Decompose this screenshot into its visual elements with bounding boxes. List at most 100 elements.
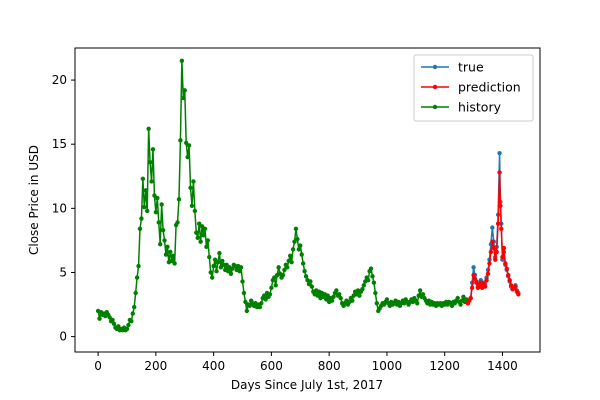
data-point xyxy=(374,301,380,306)
data-point xyxy=(506,272,511,278)
data-point xyxy=(207,254,212,260)
data-point xyxy=(126,322,131,328)
data-point xyxy=(420,292,426,297)
data-point xyxy=(199,224,205,229)
data-point xyxy=(215,260,221,265)
data-point xyxy=(368,266,374,271)
data-point xyxy=(140,176,146,182)
data-point xyxy=(218,265,224,270)
data-point xyxy=(267,292,273,297)
x-axis-label: Days Since July 1st, 2017 xyxy=(231,378,383,392)
data-point xyxy=(469,285,475,291)
y-tick-label: 20 xyxy=(52,73,67,87)
data-point xyxy=(160,227,166,233)
data-point xyxy=(461,294,466,300)
data-point xyxy=(196,221,202,226)
data-point xyxy=(188,185,193,191)
data-point xyxy=(168,249,173,255)
data-point xyxy=(299,252,304,257)
x-tick-label: 0 xyxy=(94,359,102,373)
legend-label: true xyxy=(458,60,484,75)
data-point xyxy=(499,226,504,232)
data-point xyxy=(185,154,190,160)
data-point xyxy=(472,276,478,282)
data-point xyxy=(202,226,208,232)
data-point xyxy=(243,299,248,305)
data-point xyxy=(309,284,315,289)
data-point xyxy=(142,204,147,210)
data-point xyxy=(152,193,157,198)
data-point xyxy=(237,268,242,274)
data-point xyxy=(184,140,189,146)
data-point xyxy=(139,216,144,221)
data-point xyxy=(324,297,329,302)
data-point xyxy=(238,265,244,270)
data-point xyxy=(513,284,518,289)
data-point xyxy=(337,292,342,297)
data-point xyxy=(338,295,343,301)
data-point xyxy=(371,280,377,285)
legend-item-history: history xyxy=(421,100,502,115)
data-point xyxy=(181,95,186,101)
x-tick-label: 200 xyxy=(144,359,167,373)
data-point xyxy=(471,272,476,278)
data-point xyxy=(490,239,495,244)
data-point xyxy=(482,284,488,289)
data-point xyxy=(211,263,216,269)
legend-item-true: true xyxy=(421,60,484,75)
data-point xyxy=(500,254,505,260)
data-point xyxy=(201,233,206,238)
data-point xyxy=(331,294,336,300)
data-point xyxy=(228,271,234,276)
legend: true prediction history xyxy=(413,54,534,122)
data-point xyxy=(143,188,148,193)
data-point xyxy=(130,311,135,316)
data-point xyxy=(172,261,177,266)
data-point xyxy=(501,245,507,251)
data-point xyxy=(110,317,115,323)
y-tick-label: 15 xyxy=(52,137,67,151)
data-point xyxy=(298,243,303,248)
data-point xyxy=(163,252,169,257)
data-point xyxy=(458,302,463,307)
data-point xyxy=(158,242,163,247)
data-point xyxy=(209,275,215,280)
data-point xyxy=(325,293,330,298)
data-point xyxy=(97,316,102,321)
data-point xyxy=(247,303,252,309)
data-point xyxy=(494,249,499,255)
series-layer xyxy=(95,58,521,333)
data-point xyxy=(285,265,290,270)
data-point xyxy=(373,290,378,296)
data-point xyxy=(224,262,229,267)
data-point xyxy=(334,288,339,293)
data-point xyxy=(282,267,287,273)
data-point xyxy=(241,290,247,296)
data-point xyxy=(107,315,112,320)
data-point xyxy=(195,235,200,241)
data-point xyxy=(189,203,195,208)
data-point xyxy=(302,268,307,274)
data-point xyxy=(162,238,167,243)
data-point xyxy=(497,170,502,175)
data-point xyxy=(244,308,250,314)
data-point xyxy=(175,220,180,225)
data-point xyxy=(176,197,182,202)
data-point xyxy=(508,283,514,288)
data-point xyxy=(150,147,156,152)
data-point xyxy=(308,279,313,284)
data-point xyxy=(124,326,130,332)
x-tick-label: 600 xyxy=(260,359,283,373)
data-point xyxy=(257,304,263,310)
data-point xyxy=(171,253,176,258)
data-point xyxy=(484,277,489,283)
data-point xyxy=(303,274,309,279)
data-point xyxy=(276,265,281,270)
data-point xyxy=(497,150,502,156)
data-point xyxy=(350,298,355,303)
data-point xyxy=(147,159,153,165)
data-point xyxy=(384,297,390,302)
data-point xyxy=(208,270,213,275)
data-point xyxy=(220,258,225,264)
data-point xyxy=(491,245,496,251)
